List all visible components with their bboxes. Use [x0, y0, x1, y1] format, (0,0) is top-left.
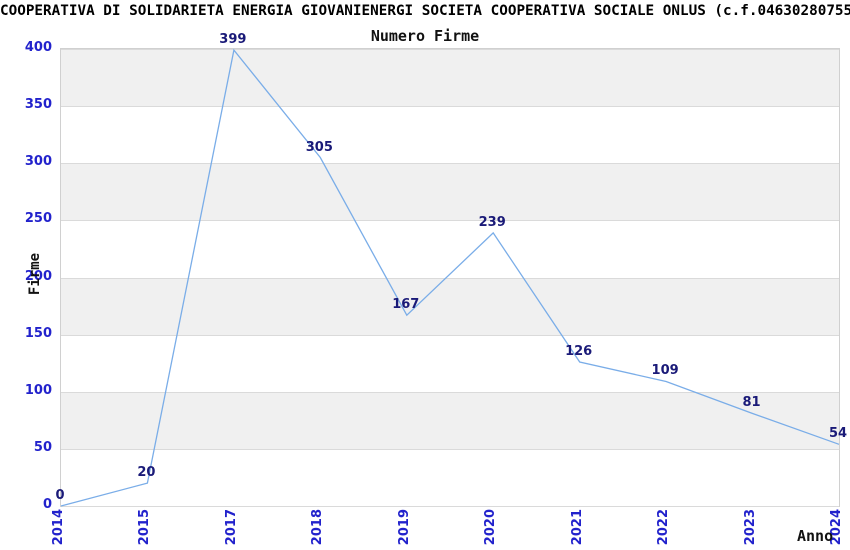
x-tick-label-2014: 2014: [51, 509, 66, 546]
gridline-y-50: [61, 448, 839, 450]
x-tick-label-2023: 2023: [742, 509, 758, 546]
band-row: [61, 163, 839, 221]
figure-title: COOPERATIVA DI SOLIDARIETA ENERGIA GIOVA…: [0, 3, 850, 19]
band-row: [61, 277, 839, 335]
band-row: [61, 49, 839, 107]
x-axis-title: Anno: [797, 527, 834, 545]
x-tick-label-2022: 2022: [656, 509, 672, 546]
x-tick-label-2017: 2017: [223, 509, 239, 546]
point-label-2021: 126: [565, 344, 593, 360]
gridline-y-100: [61, 391, 839, 393]
line-series-svg: [60, 48, 840, 507]
y-tick-label-100: 100: [24, 382, 52, 398]
chart-title: Numero Firme: [370, 27, 480, 45]
x-tick-label-2015: 2015: [137, 509, 153, 546]
line-series-numero-firme: [60, 48, 840, 507]
gridline-y-200: [61, 277, 839, 279]
y-tick-label-0: 0: [42, 497, 52, 512]
gridline-y-0: [61, 506, 839, 507]
gridline-y-300: [61, 163, 839, 165]
y-tick-label-300: 300: [24, 154, 52, 170]
y-tick-label-350: 350: [24, 97, 52, 113]
y-tick-label-400: 400: [24, 40, 52, 55]
gridline-y-350: [61, 106, 839, 108]
x-tick-label-2020: 2020: [483, 509, 499, 546]
point-label-2019: 167: [392, 297, 420, 313]
point-label-2014: 0: [55, 488, 65, 503]
point-label-2015: 20: [137, 465, 156, 481]
plot-area: [60, 48, 840, 507]
gridline-y-150: [61, 334, 839, 336]
point-label-2020: 239: [478, 214, 506, 230]
x-tick-label-2019: 2019: [396, 509, 412, 546]
x-tick-label-2021: 2021: [569, 509, 585, 546]
point-label-2024: 54: [828, 426, 848, 442]
y-tick-label-200: 200: [24, 268, 52, 284]
y-tick-label-50: 50: [33, 439, 52, 455]
point-label-2017: 399: [219, 32, 247, 48]
gridline-y-400: [61, 49, 839, 50]
y-axis-title: Firme: [27, 252, 44, 296]
point-label-2023: 81: [742, 395, 761, 411]
x-tick-label-2018: 2018: [310, 509, 326, 546]
y-tick-label-150: 150: [24, 325, 52, 341]
point-label-2022: 109: [651, 363, 679, 379]
point-label-2018: 305: [305, 139, 333, 155]
band-row: [61, 391, 839, 449]
gridline-y-250: [61, 220, 839, 222]
y-tick-label-250: 250: [24, 211, 52, 227]
